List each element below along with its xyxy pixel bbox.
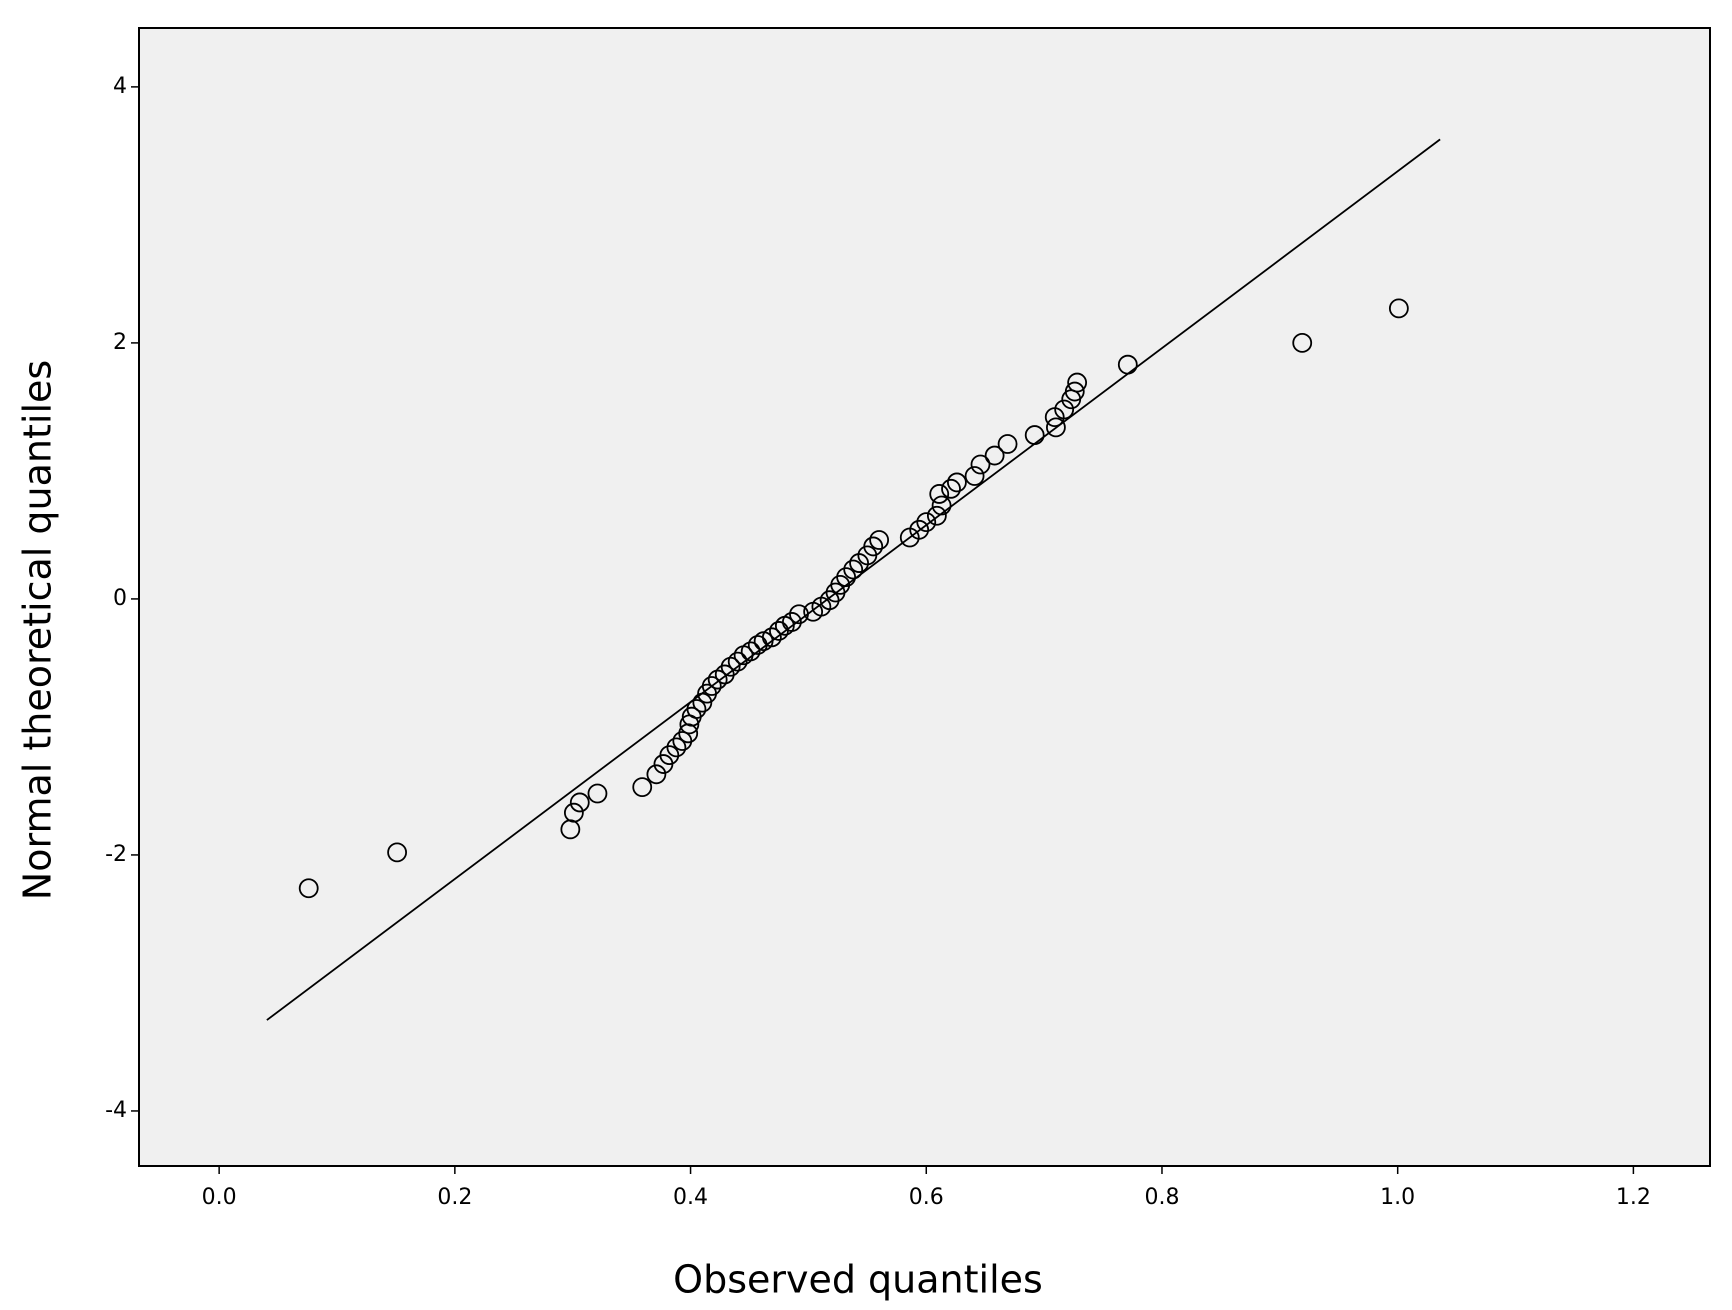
y-tick-label: 4 — [113, 74, 127, 99]
point — [1067, 372, 1088, 393]
point — [836, 567, 857, 588]
point — [863, 536, 884, 557]
point — [869, 530, 890, 550]
point — [298, 878, 319, 899]
point — [686, 699, 707, 719]
point — [929, 484, 950, 504]
x-tick-label: 0.6 — [909, 1185, 944, 1210]
y-axis-title: Normal theoretical quantiles — [16, 360, 60, 900]
point — [909, 519, 930, 540]
point — [569, 792, 590, 813]
point — [926, 505, 947, 526]
x-tick-label: 0.0 — [202, 1185, 237, 1210]
point — [666, 737, 687, 758]
point — [761, 627, 782, 648]
point — [587, 783, 608, 804]
point — [984, 445, 1005, 466]
x-tick-label: 1.0 — [1380, 1185, 1415, 1210]
point — [789, 604, 809, 625]
point — [1054, 399, 1075, 420]
point — [701, 676, 722, 696]
x-tick-label: 0.8 — [1144, 1185, 1179, 1210]
point — [1388, 298, 1409, 319]
y-tick-label: 0 — [113, 586, 127, 611]
point — [970, 454, 991, 475]
x-axis-title: Observed quantiles — [673, 1258, 1043, 1302]
point — [387, 842, 408, 863]
point — [692, 692, 713, 713]
plot-area — [138, 27, 1711, 1167]
point — [997, 434, 1018, 454]
point — [632, 777, 653, 797]
point — [720, 656, 741, 677]
point — [843, 559, 864, 580]
reference-line — [266, 138, 1441, 1021]
x-tick-label: 1.2 — [1616, 1185, 1651, 1210]
point — [1064, 381, 1085, 402]
point — [931, 495, 952, 516]
y-tick-label: -4 — [105, 1098, 127, 1123]
point — [1292, 333, 1313, 353]
point — [1046, 417, 1066, 438]
y-tick-label: -2 — [105, 842, 127, 867]
point — [916, 512, 937, 533]
point — [659, 745, 680, 765]
point — [646, 764, 667, 785]
point — [782, 612, 802, 632]
point — [740, 641, 761, 662]
x-tick-label: 0.4 — [673, 1185, 708, 1210]
y-tick-label: 2 — [113, 330, 127, 355]
point — [941, 478, 961, 499]
x-tick-label: 0.2 — [437, 1185, 472, 1210]
point — [964, 466, 985, 486]
point — [1024, 425, 1045, 445]
point — [1117, 354, 1138, 375]
point — [563, 802, 584, 823]
point — [947, 472, 967, 493]
point — [707, 669, 728, 690]
point — [727, 651, 748, 672]
